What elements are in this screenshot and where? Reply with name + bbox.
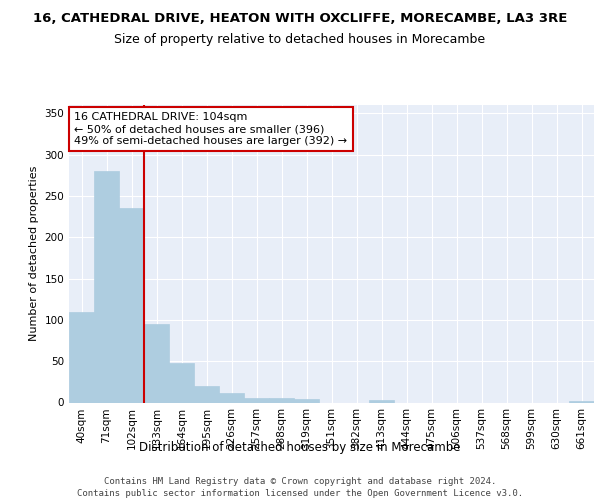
Bar xyxy=(369,400,394,402)
Bar xyxy=(244,398,269,402)
Bar xyxy=(194,386,219,402)
Bar xyxy=(219,392,244,402)
Text: Contains HM Land Registry data © Crown copyright and database right 2024.
Contai: Contains HM Land Registry data © Crown c… xyxy=(77,477,523,498)
Bar xyxy=(94,171,119,402)
Text: 16, CATHEDRAL DRIVE, HEATON WITH OXCLIFFE, MORECAMBE, LA3 3RE: 16, CATHEDRAL DRIVE, HEATON WITH OXCLIFF… xyxy=(33,12,567,26)
Bar xyxy=(569,401,594,402)
Bar xyxy=(269,398,294,402)
Bar xyxy=(294,399,319,402)
Bar xyxy=(119,208,144,402)
Bar xyxy=(69,312,94,402)
Text: Distribution of detached houses by size in Morecambe: Distribution of detached houses by size … xyxy=(139,441,461,454)
Text: Size of property relative to detached houses in Morecambe: Size of property relative to detached ho… xyxy=(115,32,485,46)
Text: 16 CATHEDRAL DRIVE: 104sqm
← 50% of detached houses are smaller (396)
49% of sem: 16 CATHEDRAL DRIVE: 104sqm ← 50% of deta… xyxy=(74,112,347,146)
Bar xyxy=(169,363,194,403)
Y-axis label: Number of detached properties: Number of detached properties xyxy=(29,166,39,342)
Bar xyxy=(144,324,169,402)
